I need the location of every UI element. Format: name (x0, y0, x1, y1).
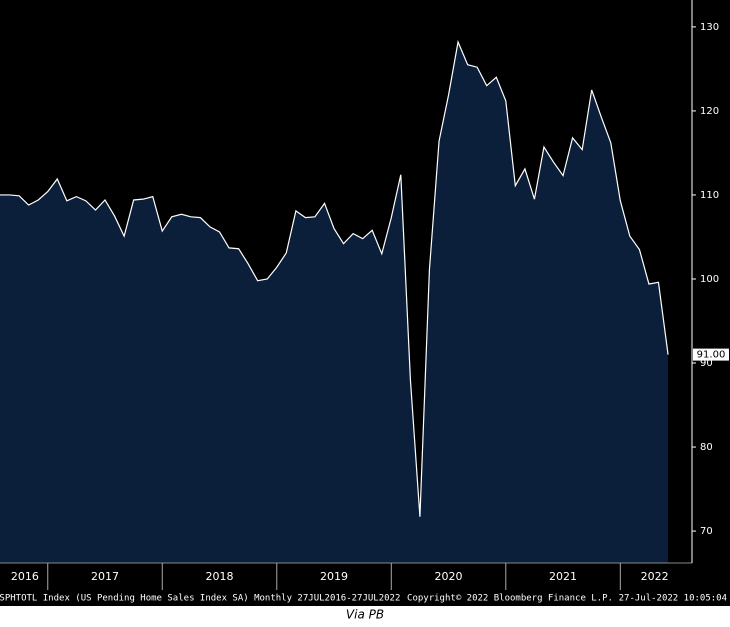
line (0, 39, 669, 517)
y-tick-label: 110 (700, 190, 719, 201)
plot-area (0, 39, 669, 563)
x-tick-label: 2021 (549, 570, 577, 583)
x-tick-label: 2020 (435, 570, 463, 583)
caption: Via PB (346, 608, 384, 622)
y-tick-label: 100 (700, 274, 719, 285)
last-value-box (693, 348, 729, 361)
x-tick-label: 2018 (206, 570, 234, 583)
y-tick-label: 70 (700, 526, 713, 537)
y-tick-label: 80 (700, 442, 713, 453)
y-tick-label: 130 (700, 22, 719, 33)
x-tick-label: 2022 (641, 570, 669, 583)
y-tick-label: 120 (700, 106, 719, 117)
x-tick-label: 2019 (320, 570, 348, 583)
x-tick-label: 2017 (91, 570, 119, 583)
y-tick-label: 90 (700, 358, 713, 369)
last-value-label: 91.00 (697, 350, 726, 361)
footer-copyright: Copyright© 2022 Bloomberg Finance L.P. (407, 594, 613, 604)
footer-source: USPHTOTL Index (US Pending Home Sales In… (0, 594, 400, 604)
x-tick-label: 2016 (11, 570, 39, 583)
area (0, 42, 669, 563)
footer-timestamp: 27-Jul-2022 10:05:04 (619, 594, 727, 604)
